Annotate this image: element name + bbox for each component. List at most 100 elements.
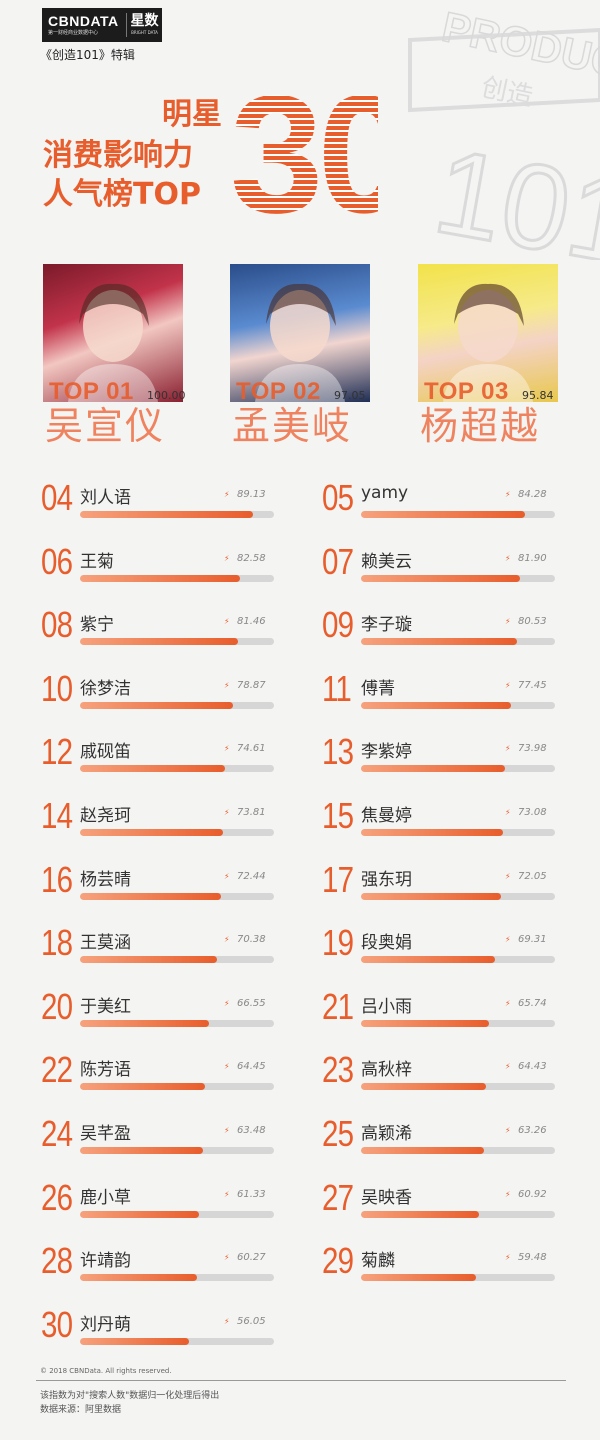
score-bar [361,1019,489,1027]
score-bar [80,765,225,773]
score-bar-track [361,701,555,709]
celebrity-name: 傅菁 [361,678,395,699]
brand-en-name: BRIGHT DATA [131,30,158,35]
ranking-row: 27 吴映香 ⚡ 60.92 [322,1176,557,1225]
score-bar [361,511,525,518]
score-bar [80,1083,206,1091]
rank-number: 24 [41,1113,73,1154]
brand-subtitle: 第一财经商业数据中心 [48,29,99,36]
lightning-icon: ⚡ [505,998,511,1008]
score-bar [80,892,221,900]
score-value: 82.58 [237,552,266,564]
rank-number: 19 [322,922,354,964]
top-name: 杨超越 [420,404,541,448]
score-value: 80.53 [518,616,547,628]
score-bar [361,1147,484,1154]
ranking-row: 11 傅菁 ⚡ 77.45 [322,668,557,716]
score-bar-track [80,638,274,646]
lightning-icon: ⚡ [224,935,230,945]
lightning-icon: ⚡ [505,1062,511,1072]
score-value: 81.46 [237,616,266,628]
score-bar [361,638,518,646]
top-name: 孟美岐 [232,404,353,448]
celebrity-name: 吕小雨 [361,996,412,1017]
celebrity-name: 鹿小草 [80,1187,131,1208]
ranking-row: 10 徐梦洁 ⚡ 78.87 [41,668,276,716]
score-bar [80,701,233,709]
ranking-row: 17 强东玥 ⚡ 72.05 [322,858,557,907]
score-bar-track [361,1274,555,1282]
footer-source: 数据来源：阿里数据 [40,1405,122,1415]
top-rank-label: TOP 03 [424,378,509,405]
celebrity-name: 段奥娟 [361,933,412,954]
top3-card: TOP 01 100.00 吴宣仪 [43,264,186,448]
score-bar [80,1210,199,1218]
rank-number: 26 [41,1176,73,1218]
score-bar-track [80,1337,274,1345]
lightning-icon: ⚡ [224,490,230,499]
score-bar-track [361,638,555,646]
rank-number: 16 [41,858,73,900]
ranking-row: 30 刘丹萌 ⚡ 56.05 [41,1304,276,1352]
score-bar [361,765,505,773]
ranking-row: 04 刘人语 ⚡ 89.13 [41,478,276,525]
score-value: 65.74 [518,997,547,1009]
score-value: 77.45 [518,679,547,691]
rank-number: 13 [322,731,354,773]
score-bar [80,511,253,518]
score-value: 73.98 [518,743,547,755]
rank-number: 17 [322,858,354,900]
rank-number: 14 [41,795,73,836]
lightning-icon: ⚡ [505,617,511,627]
score-value: 72.44 [237,870,266,882]
title-number-30: 30 [230,72,378,218]
score-bar [361,1210,480,1218]
lightning-icon: ⚡ [505,808,511,817]
score-value: 66.55 [237,997,266,1009]
lightning-icon: ⚡ [224,998,230,1008]
ranking-row: 07 赖美云 ⚡ 81.90 [322,541,557,589]
score-bar [80,1147,204,1154]
ranking-row: 12 戚砚笛 ⚡ 74.61 [41,731,276,779]
score-bar-track [361,1210,555,1218]
celebrity-photo [230,264,370,402]
celebrity-name: 焦曼婷 [361,806,412,826]
celebrity-name: 许靖韵 [80,1251,131,1272]
score-bar-track [80,1019,274,1027]
score-value: 60.27 [237,1252,266,1264]
lightning-icon: ⚡ [505,490,511,499]
special-edition-label: 《创造101》特辑 [40,48,135,62]
score-bar [361,1083,486,1091]
brand-cn-name: 星数 [130,13,159,29]
score-bar-track [361,1147,555,1154]
top3-card: TOP 02 97.05 孟美岐 [230,264,370,448]
top-score: 97.05 [334,389,366,402]
celebrity-name: 于美红 [80,996,131,1017]
ranking-row: 22 陈芳语 ⚡ 64.45 [41,1050,276,1097]
score-bar [361,956,496,964]
ranking-row: 16 杨芸晴 ⚡ 72.44 [41,858,276,907]
score-bar-track [80,829,274,836]
score-value: 61.33 [237,1188,266,1200]
celebrity-name: 刘丹萌 [80,1314,131,1335]
footer-note: 该指数为对"搜索人数"数据归一化处理后得出 [40,1391,220,1401]
score-bar-track [80,1147,274,1154]
score-bar-track [361,1083,555,1091]
lightning-icon: ⚡ [505,1126,511,1135]
rank-number: 27 [322,1176,354,1218]
lightning-icon: ⚡ [224,808,230,817]
score-value: 56.05 [237,1315,266,1327]
score-bar [80,1337,189,1345]
celebrity-name: 李紫婷 [361,742,412,763]
score-bar-track [361,511,555,518]
score-value: 70.38 [237,934,266,946]
score-value: 81.90 [518,552,547,564]
rank-number: 08 [41,604,73,646]
celebrity-name: 强东玥 [361,869,412,890]
celebrity-name: 菊麟 [361,1251,395,1272]
score-bar-track [80,511,274,518]
rank-number: 28 [41,1240,73,1282]
score-value: 63.48 [237,1125,266,1136]
rank-number: 12 [41,731,73,773]
lightning-icon: ⚡ [224,1126,230,1135]
